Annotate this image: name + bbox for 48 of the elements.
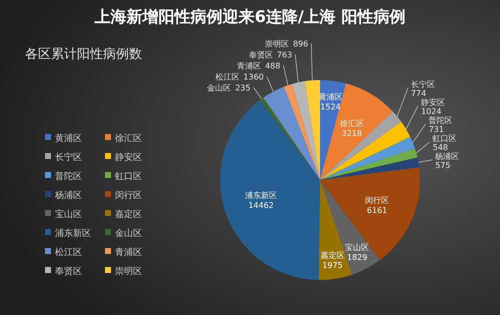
legend-label: 静安区 bbox=[115, 152, 142, 163]
legend-label: 嘉定区 bbox=[115, 209, 142, 220]
data-label: 548 bbox=[432, 142, 448, 152]
slice-label: 杨浦区 bbox=[434, 152, 460, 161]
data-label: 1360 bbox=[243, 72, 264, 82]
slice-label: 浦东新区 bbox=[245, 191, 278, 200]
slice-label: 嘉定区 bbox=[320, 251, 344, 260]
legend-label: 青浦区 bbox=[115, 247, 142, 258]
data-label: 763 bbox=[276, 50, 292, 60]
legend-label: 浦东新区 bbox=[55, 228, 91, 239]
data-label: 6161 bbox=[366, 206, 388, 216]
data-label: 1024 bbox=[421, 106, 442, 116]
slice-label: 闵行区 bbox=[365, 196, 390, 206]
data-label: 896 bbox=[292, 39, 308, 48]
slice-label: 奉贤区 bbox=[248, 50, 273, 60]
data-label: 731 bbox=[428, 124, 444, 134]
text: 上海新增阳性病例迎来6连降/上海 阳性病例 bbox=[94, 7, 406, 26]
slice-label: 徐汇区 bbox=[340, 118, 364, 128]
data-label: 488 bbox=[265, 61, 280, 70]
data-label: 1829 bbox=[346, 252, 368, 262]
slice-label: 青浦区 bbox=[237, 61, 262, 70]
legend-label: 虹口区 bbox=[115, 171, 142, 182]
data-label: 575 bbox=[435, 160, 450, 170]
legend-label: 闵行区 bbox=[115, 190, 142, 201]
legend-label: 徐汇区 bbox=[115, 133, 142, 144]
slice-label: 松江区 bbox=[215, 72, 240, 82]
data-label: 3218 bbox=[342, 128, 362, 138]
legend-label: 奉贤区 bbox=[55, 266, 82, 277]
slice-label: 静安区 bbox=[421, 98, 446, 107]
slice-label: 金山区 bbox=[207, 83, 232, 92]
data-label: 235 bbox=[235, 83, 250, 92]
legend-label: 普陀区 bbox=[55, 171, 82, 182]
legend-label: 杨浦区 bbox=[54, 190, 82, 201]
data-label: 14462 bbox=[248, 201, 274, 210]
legend-label: 长宁区 bbox=[55, 152, 82, 163]
legend-label: 崇明区 bbox=[115, 266, 142, 277]
data-label: 774 bbox=[410, 88, 426, 98]
slice-label: 崇明区 bbox=[264, 39, 289, 48]
legend-label: 金山区 bbox=[115, 228, 142, 239]
data-label: 1975 bbox=[322, 261, 343, 270]
legend-label: 黄浦区 bbox=[55, 133, 82, 144]
slice-label: 宝山区 bbox=[345, 242, 370, 252]
slice-label: 长宁区 bbox=[410, 80, 435, 89]
text: 各区累计阳性病例数 bbox=[25, 47, 142, 62]
slice-label: 虹口区 bbox=[432, 134, 457, 143]
legend-label: 松江区 bbox=[55, 247, 82, 258]
legend-label: 宝山区 bbox=[55, 209, 82, 220]
slice-label: 普陀区 bbox=[428, 116, 453, 125]
